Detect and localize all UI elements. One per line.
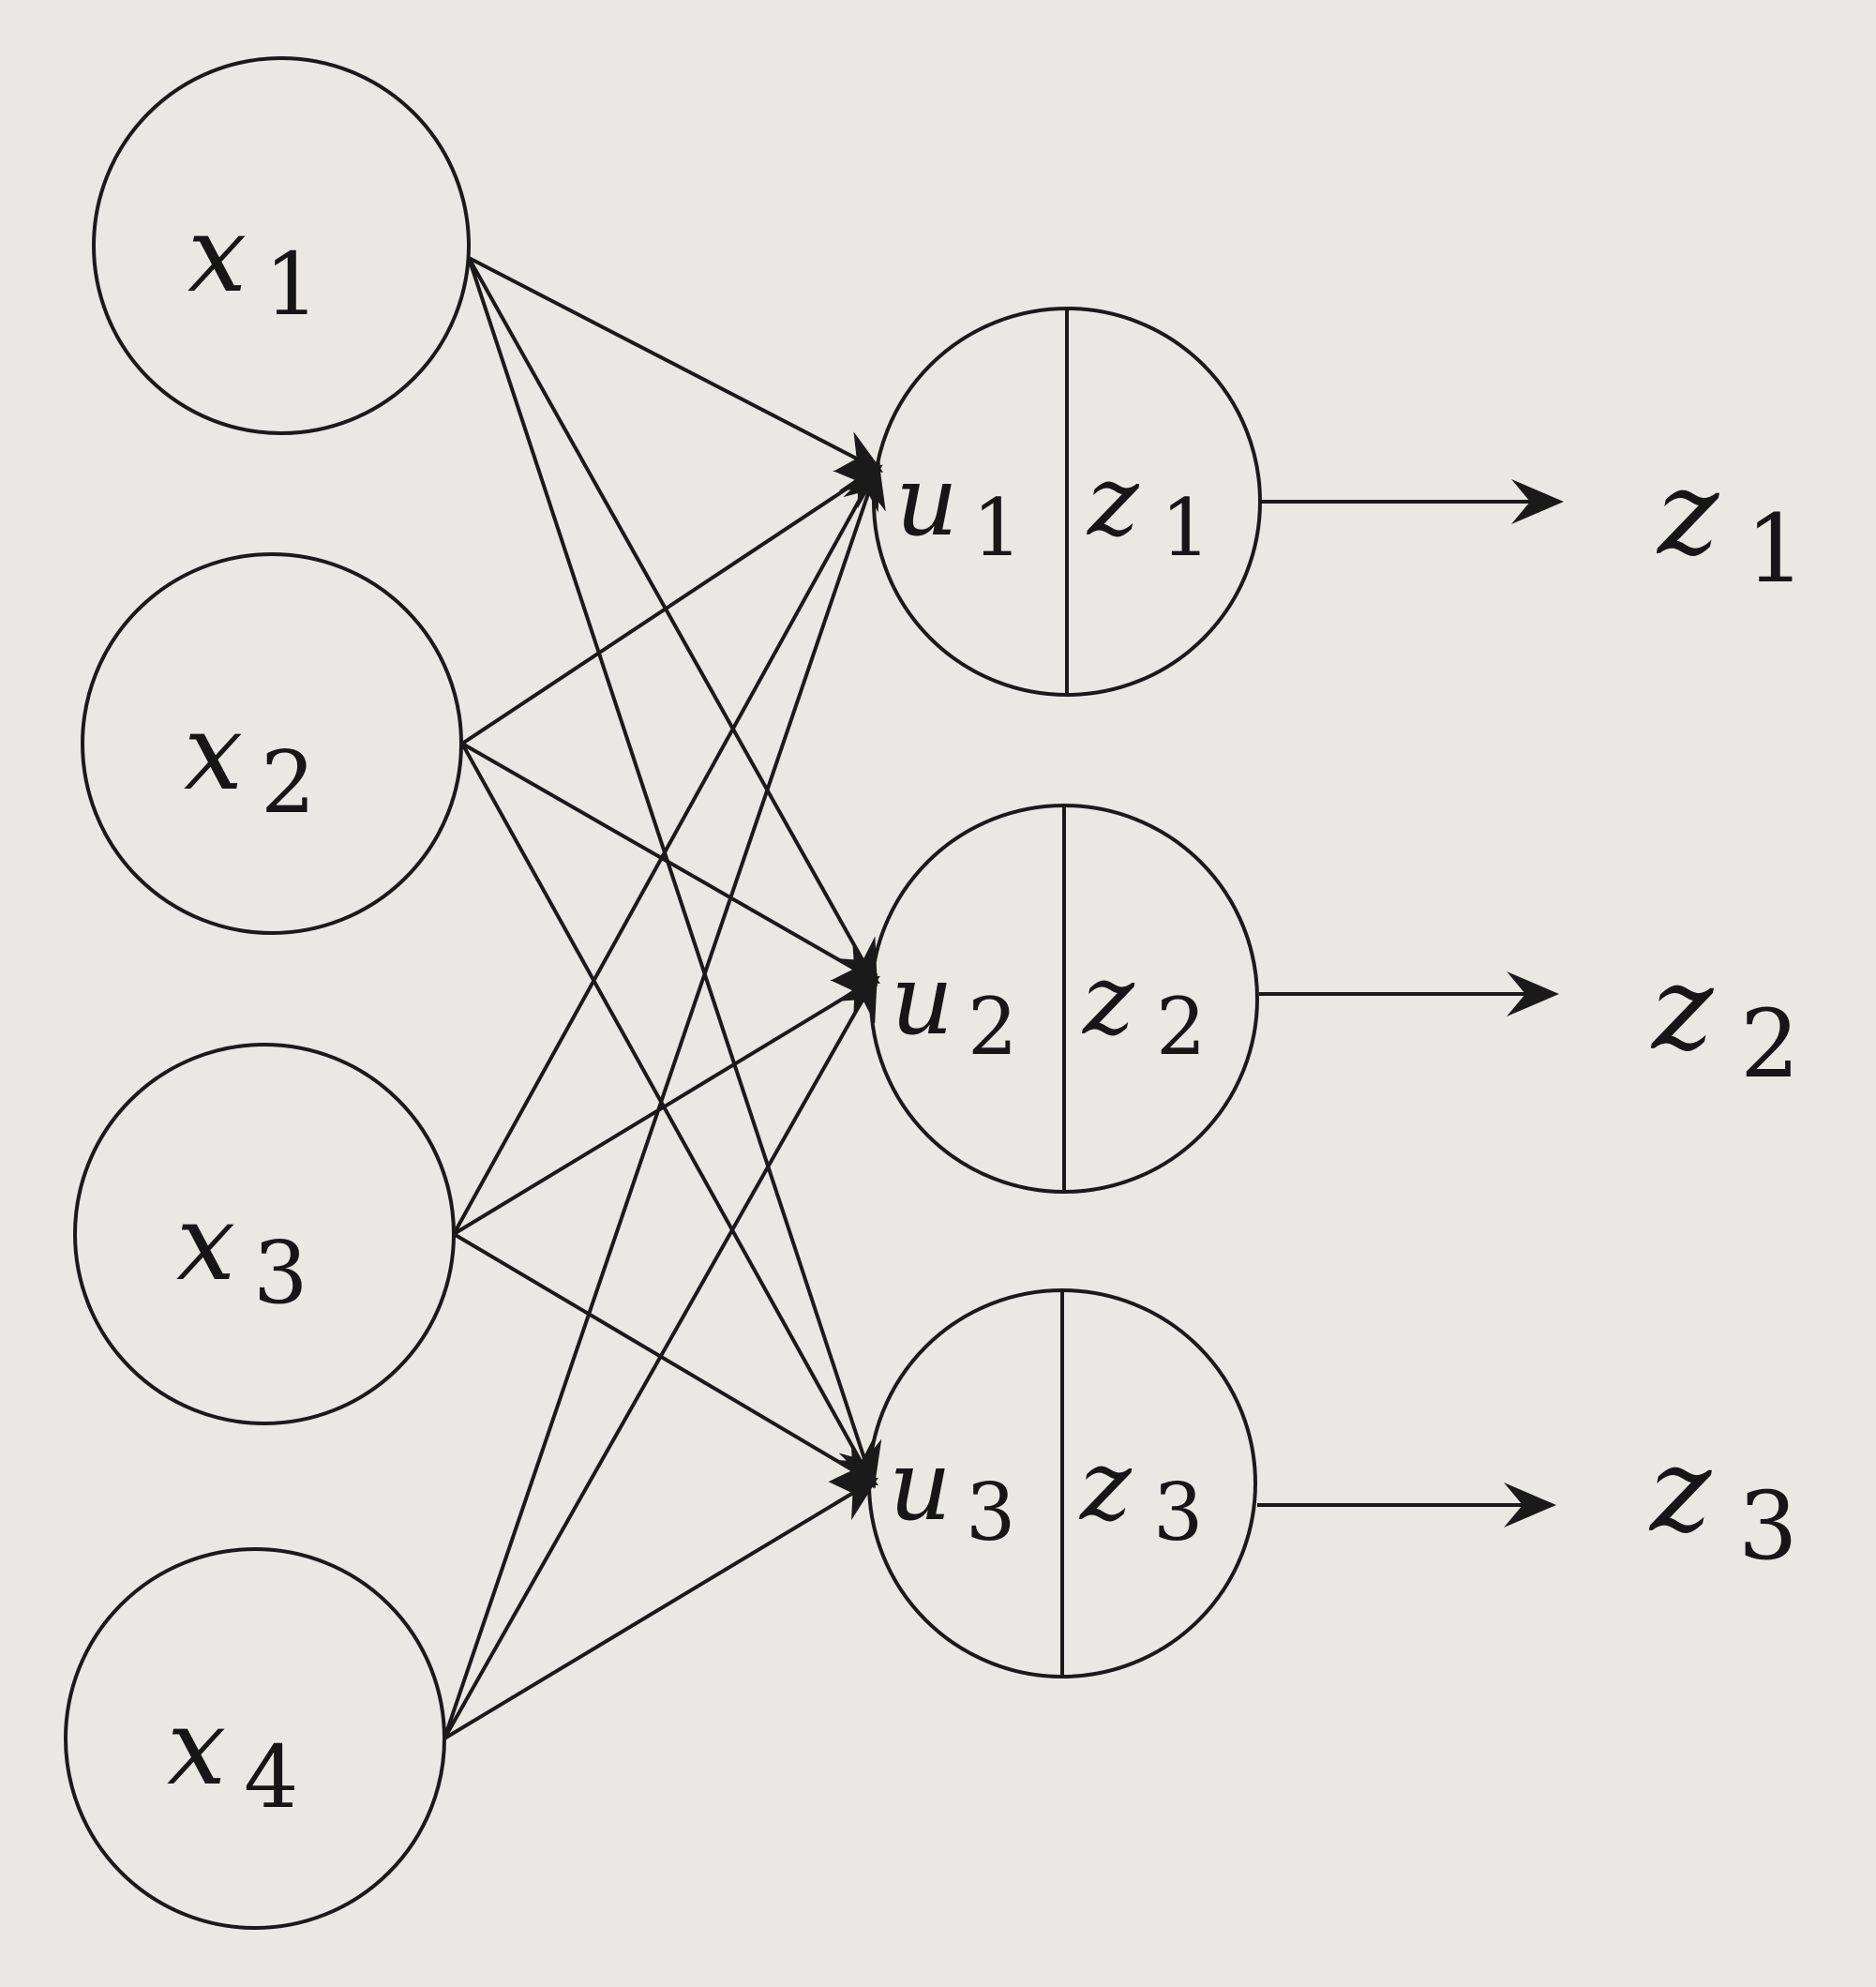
unit-2-u-var: u (891, 942, 953, 1057)
input-label-x4-var: x (167, 1687, 226, 1809)
output-z2-var: z (1650, 941, 1714, 1076)
input-label-x1-var: x (188, 194, 247, 316)
unit-node-1: u 1 z 1 (872, 307, 1262, 697)
output-label-z2: z 2 (1650, 941, 1800, 1099)
unit-3-u-sub: 3 (966, 1467, 1015, 1558)
output-z3-sub: 3 (1738, 1471, 1798, 1581)
output-label-z1: z 1 (1656, 446, 1806, 604)
edge-x1-to-u2 (467, 257, 878, 986)
unit-1-z-var: z (1086, 444, 1140, 558)
edge-x3-to-u3 (452, 1232, 878, 1486)
edge-x2-to-u2 (461, 742, 880, 984)
input-label-x2-var: x (184, 692, 243, 814)
edge-x3-to-u1 (452, 461, 880, 1235)
edge-x4-to-u3 (443, 1477, 878, 1740)
unit-1-u-var: u (895, 444, 958, 558)
output-label-z3: z 3 (1648, 1423, 1798, 1581)
output-z1-sub: 1 (1746, 494, 1806, 604)
unit-3-z-var: z (1078, 1428, 1133, 1543)
input-node-x1: x 1 (92, 56, 471, 435)
unit-node-3: u 3 z 3 (867, 1288, 1257, 1678)
input-label-x2-sub: 2 (261, 732, 316, 833)
input-label-x1-sub: 1 (264, 234, 320, 335)
input-node-x2: x 2 (81, 552, 463, 935)
input-label-x3-sub: 3 (253, 1223, 308, 1323)
output-z1-var: z (1656, 446, 1719, 581)
output-z2-sub: 2 (1740, 989, 1800, 1099)
unit-2-z-var: z (1081, 942, 1135, 1057)
unit-3-z-sub: 3 (1153, 1467, 1203, 1558)
input-node-x3: x 3 (73, 1043, 456, 1425)
edge-x1-to-u1 (468, 256, 884, 473)
edge-x2-to-u3 (460, 743, 876, 1488)
input-label-x4-sub: 4 (244, 1727, 299, 1828)
unit-node-2: u 2 z 2 (869, 804, 1259, 1194)
unit-1-u-sub: 1 (972, 482, 1022, 574)
input-label-x3-var: x (176, 1182, 235, 1304)
edge-x1-to-u3 (467, 257, 882, 1489)
unit-1-z-sub: 1 (1161, 482, 1210, 574)
edge-x4-to-u1 (443, 461, 886, 1739)
output-arrows (1257, 479, 1564, 1528)
edge-x4-to-u2 (443, 973, 878, 1739)
unit-3-u-var: u (889, 1428, 952, 1543)
connection-edges (443, 256, 886, 1740)
unit-2-u-sub: 2 (968, 981, 1017, 1073)
edge-x2-to-u1 (460, 464, 883, 745)
output-z3-var: z (1648, 1423, 1712, 1558)
edge-x3-to-u2 (452, 975, 880, 1236)
input-node-x4: x 4 (64, 1547, 446, 1930)
unit-2-z-sub: 2 (1156, 981, 1206, 1073)
